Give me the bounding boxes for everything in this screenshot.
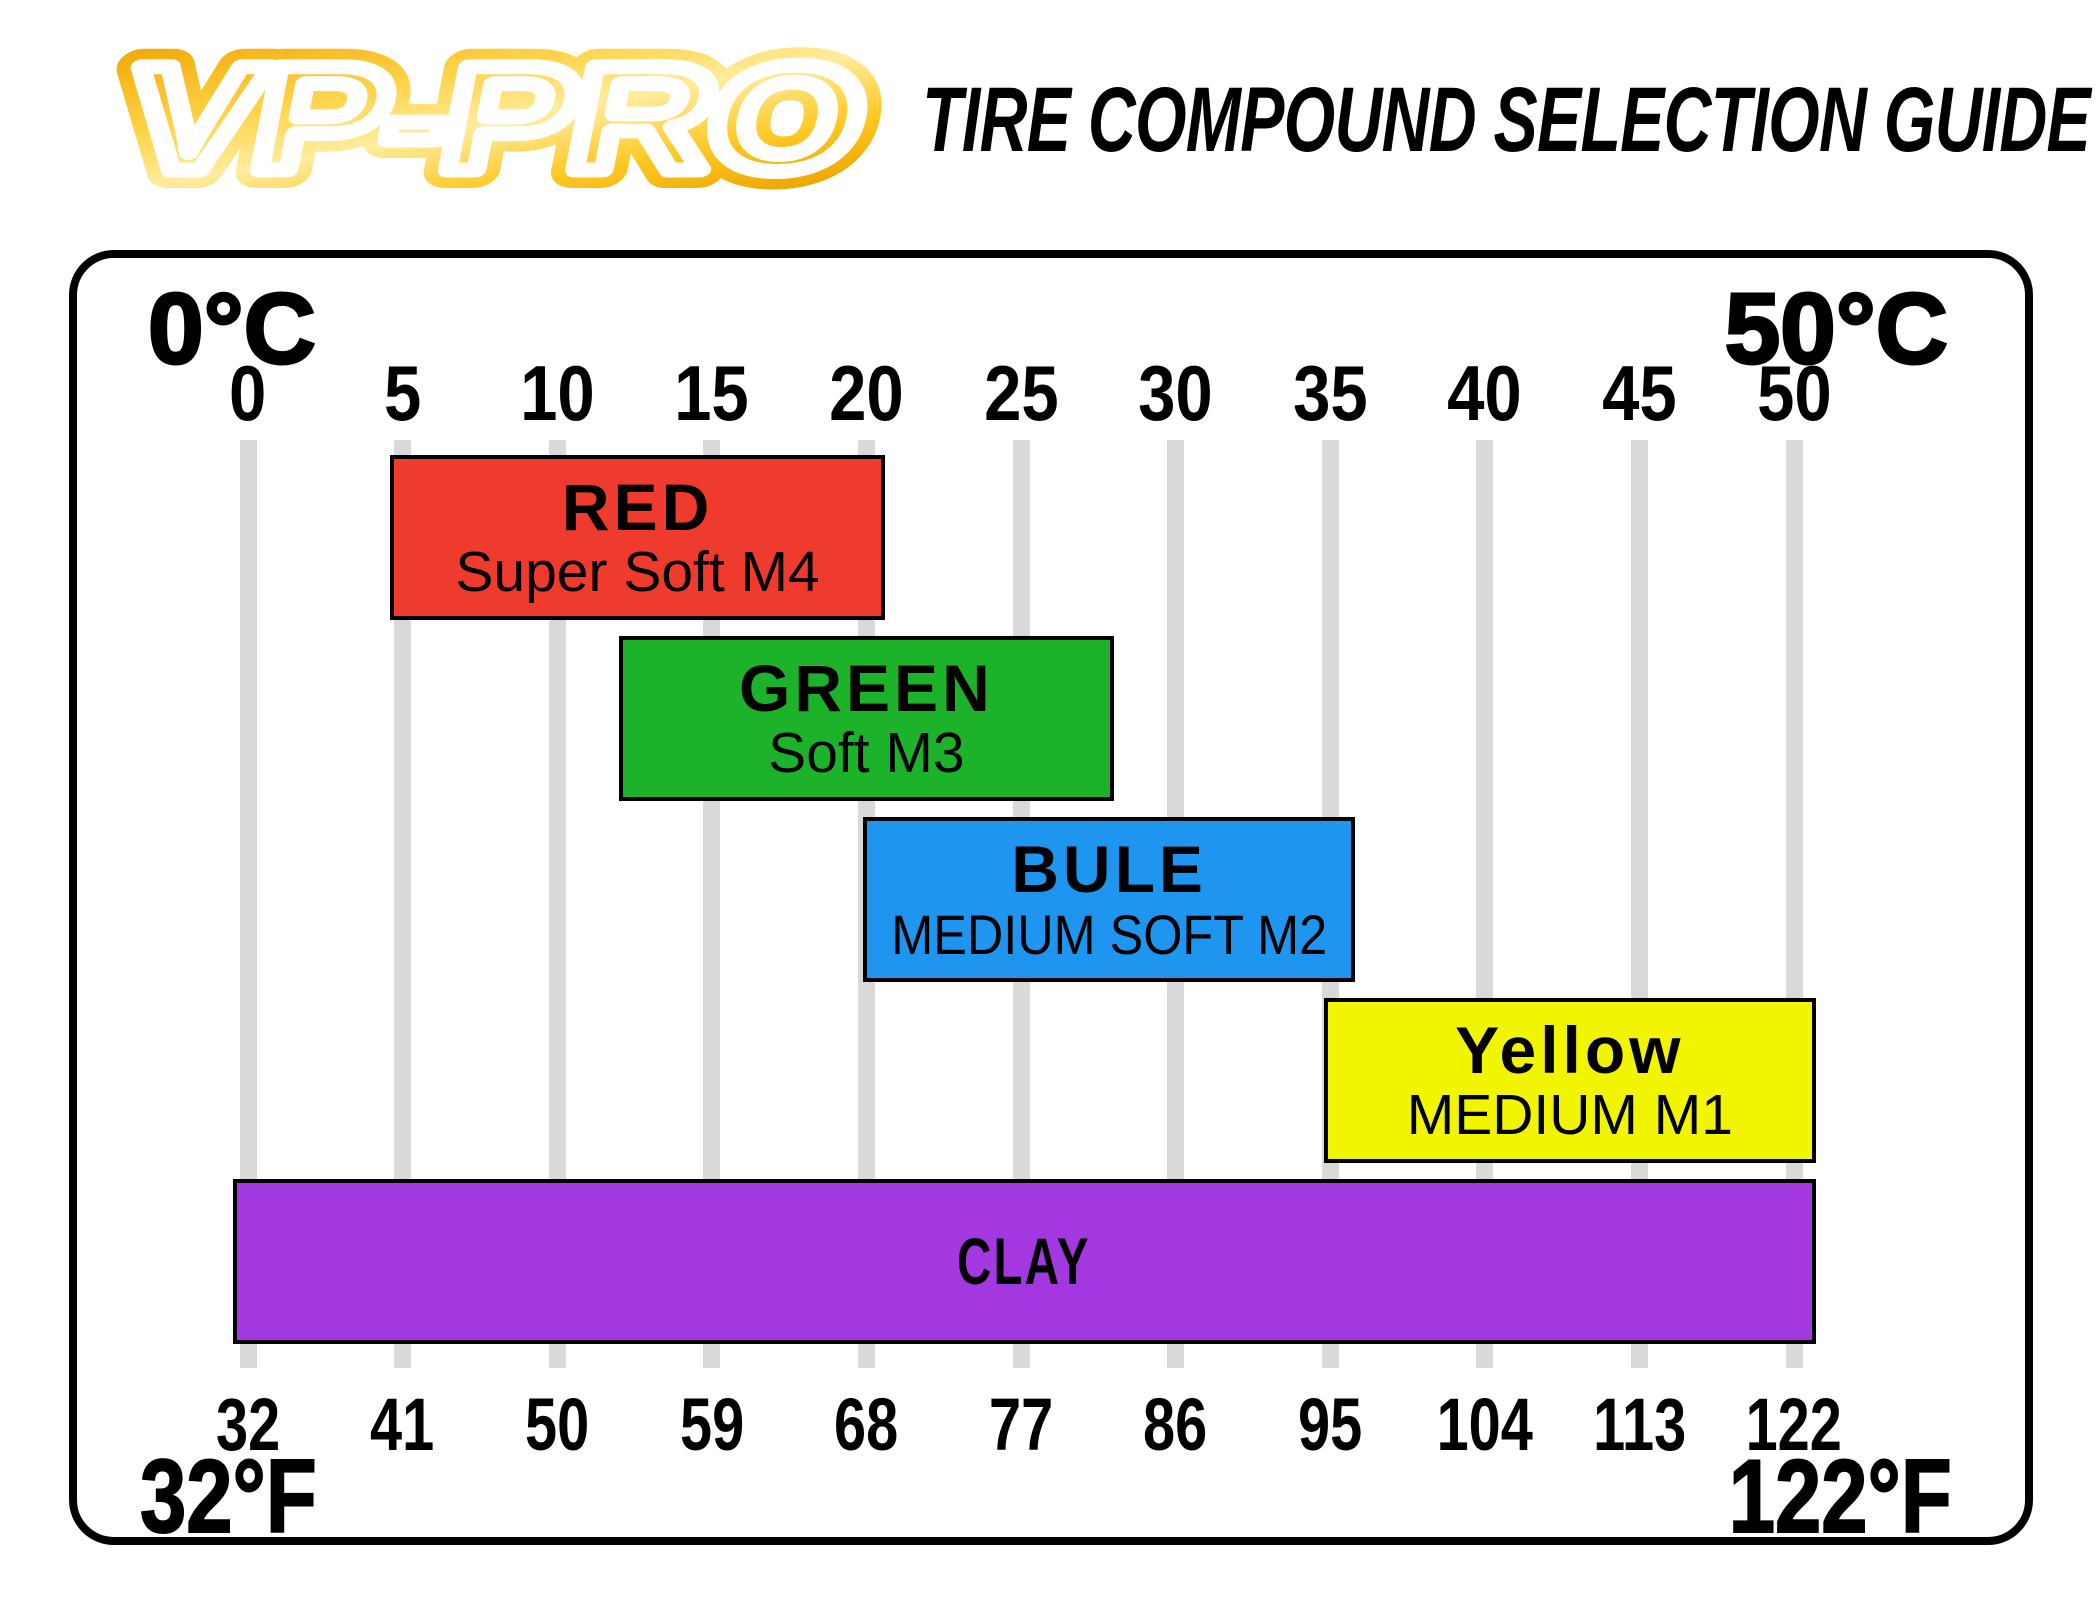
fahrenheit-tick-95: 95	[1298, 1383, 1363, 1466]
logo-text-outer: VP-PRO	[113, 35, 876, 202]
celsius-tick-45: 45	[1602, 349, 1677, 437]
fahrenheit-tick-77: 77	[988, 1383, 1054, 1466]
page-title: TIRE COMPOUND SELECTION GUIDE	[922, 69, 2091, 171]
celsius-tick-25: 25	[983, 349, 1059, 437]
celsius-max-label: 50°C	[1723, 272, 1949, 387]
celsius-tick-30: 30	[1138, 349, 1213, 437]
compound-name: CLAY	[957, 1223, 1091, 1298]
fahrenheit-tick-104: 104	[1436, 1383, 1533, 1466]
compound-bar-yellow: Yellow MEDIUM M1	[1324, 998, 1816, 1163]
celsius-tick-15: 15	[674, 349, 750, 437]
gridline-5c	[394, 440, 412, 1368]
celsius-tick-35: 35	[1292, 349, 1368, 437]
fahrenheit-max-label: 122°F	[1728, 1438, 1953, 1556]
compound-name: RED	[561, 469, 714, 544]
gridline-10c	[548, 440, 566, 1368]
celsius-tick-5: 5	[383, 349, 422, 437]
fahrenheit-tick-41: 41	[370, 1383, 435, 1466]
celsius-min-label: 0°C	[147, 272, 318, 387]
vp-pro-logo: VP-PRO VP-PRO	[95, 22, 894, 212]
compound-bar-red: RED Super Soft M4	[390, 455, 885, 620]
celsius-tick-40: 40	[1447, 349, 1523, 437]
compound-bar-clay: CLAY	[232, 1179, 1816, 1344]
logo-text-keyline: VP-PRO	[113, 35, 876, 202]
compound-bar-blue: BULE MEDIUM SOFT M2	[863, 817, 1355, 982]
compound-subtitle: Soft M3	[768, 721, 965, 786]
compound-name: Yellow	[1455, 1012, 1685, 1087]
compound-subtitle: Super Soft M4	[455, 540, 820, 605]
fahrenheit-tick-32: 32	[215, 1383, 281, 1466]
compound-bar-green: GREEN Soft M3	[619, 636, 1114, 801]
compound-subtitle: MEDIUM M1	[1406, 1083, 1733, 1148]
celsius-tick-10: 10	[519, 349, 595, 437]
celsius-tick-20: 20	[829, 349, 904, 437]
fahrenheit-tick-122: 122	[1745, 1383, 1843, 1466]
compound-name: GREEN	[739, 650, 994, 725]
fahrenheit-min-label: 32°F	[139, 1438, 317, 1556]
fahrenheit-tick-86: 86	[1143, 1383, 1208, 1466]
compound-name: BULE	[1011, 832, 1207, 907]
celsius-tick-0: 0	[229, 349, 267, 437]
fahrenheit-tick-50: 50	[525, 1383, 590, 1466]
fahrenheit-tick-59: 59	[679, 1383, 744, 1466]
fahrenheit-tick-113: 113	[1592, 1383, 1686, 1466]
fahrenheit-tick-68: 68	[834, 1383, 899, 1466]
celsius-tick-50: 50	[1756, 349, 1832, 437]
gridline-0c	[239, 440, 257, 1368]
compound-subtitle: MEDIUM SOFT M2	[891, 902, 1328, 966]
